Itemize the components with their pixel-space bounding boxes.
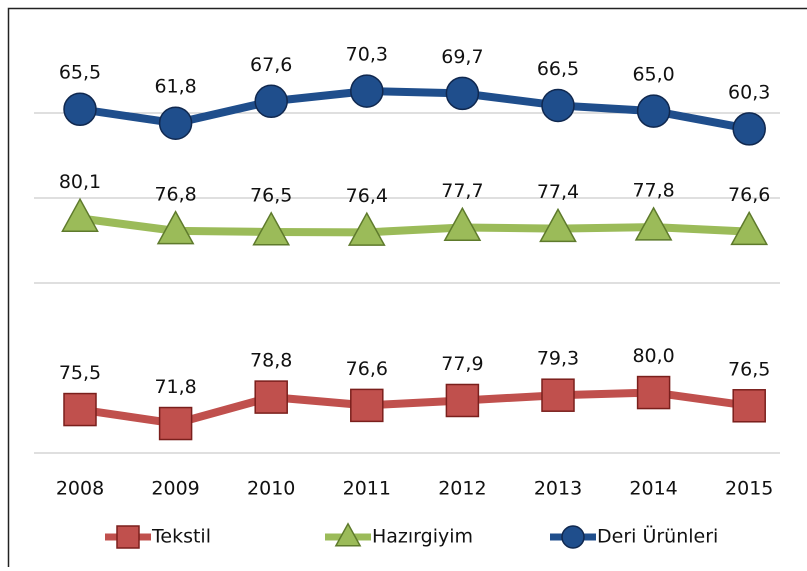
marker <box>62 199 97 231</box>
marker <box>542 379 574 411</box>
marker <box>160 107 192 139</box>
data-label: 76,5 <box>250 185 292 207</box>
legend-label: Tekstil <box>151 526 211 548</box>
data-label: 71,8 <box>154 376 196 398</box>
data-label: 79,3 <box>537 348 579 370</box>
data-label: 75,5 <box>59 362 101 384</box>
data-label: 76,4 <box>346 185 388 207</box>
x-tick-label: 2008 <box>56 478 104 500</box>
data-label: 67,6 <box>250 54 292 76</box>
data-label: 76,6 <box>728 184 770 206</box>
x-tick-label: 2013 <box>534 478 582 500</box>
marker <box>255 85 287 117</box>
data-label: 77,9 <box>441 353 483 375</box>
marker <box>351 75 383 107</box>
data-label: 77,7 <box>441 180 483 202</box>
marker <box>638 95 670 127</box>
data-label: 70,3 <box>346 44 388 66</box>
marker <box>160 408 192 440</box>
x-tick-label: 2015 <box>725 478 773 500</box>
data-label: 77,4 <box>537 181 579 203</box>
marker <box>446 384 478 416</box>
data-label: 65,0 <box>632 64 674 86</box>
marker <box>733 113 765 145</box>
marker <box>542 89 574 121</box>
x-tick-label: 2012 <box>438 478 486 500</box>
marker <box>638 377 670 409</box>
marker <box>117 526 139 548</box>
data-label: 77,8 <box>632 180 674 202</box>
data-label: 65,5 <box>59 62 101 84</box>
marker <box>351 389 383 421</box>
marker <box>64 394 96 426</box>
x-tick-label: 2011 <box>343 478 391 500</box>
data-label: 78,8 <box>250 350 292 372</box>
marker <box>64 93 96 125</box>
data-label: 61,8 <box>154 76 196 98</box>
legend-label: Deri Ürünleri <box>597 525 718 548</box>
marker <box>255 381 287 413</box>
data-label: 76,6 <box>346 358 388 380</box>
data-label: 76,5 <box>728 358 770 380</box>
data-label: 80,1 <box>59 171 101 193</box>
x-tick-label: 2010 <box>247 478 295 500</box>
marker <box>562 526 584 548</box>
data-label: 69,7 <box>441 46 483 68</box>
x-tick-label: 2014 <box>629 478 677 500</box>
marker <box>446 77 478 109</box>
legend-label: Hazırgiyim <box>372 526 473 548</box>
x-tick-label: 2009 <box>151 478 199 500</box>
data-label: 60,3 <box>728 81 770 103</box>
data-label: 76,8 <box>154 183 196 205</box>
data-label: 80,0 <box>632 345 674 367</box>
data-label: 66,5 <box>537 58 579 80</box>
marker <box>733 390 765 422</box>
